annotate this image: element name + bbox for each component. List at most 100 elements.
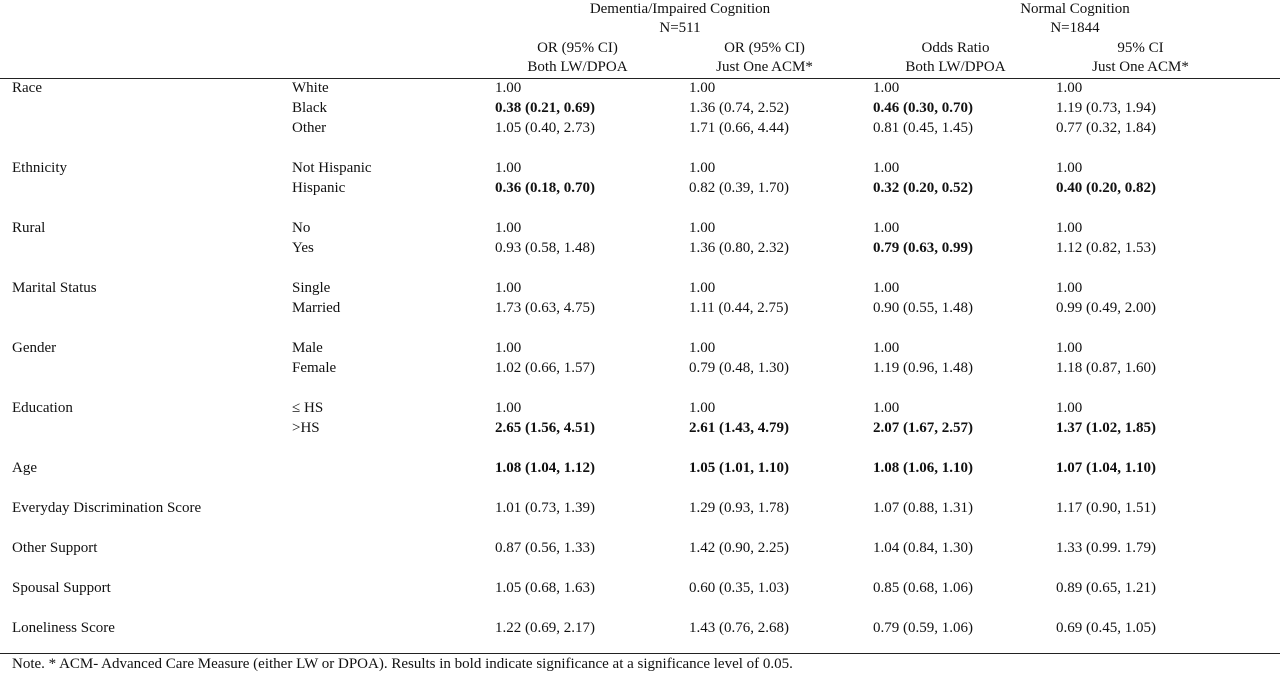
table-cell: 0.38 (0.21, 0.69) (495, 100, 595, 116)
variable-label: Marital Status (12, 280, 97, 296)
col-header-3-line1: Odds Ratio (921, 40, 990, 56)
table-cell: 1.00 (873, 400, 900, 416)
table-cell: 0.82 (0.39, 1.70) (689, 180, 789, 196)
table-cell: 0.46 (0.30, 0.70) (873, 100, 973, 116)
table-cell: 0.81 (0.45, 1.45) (873, 120, 973, 136)
table-cell: 1.07 (1.04, 1.10) (1056, 460, 1156, 476)
table-cell: 1.00 (1056, 220, 1083, 236)
level-label: Married (292, 300, 341, 316)
table-cell: 2.07 (1.67, 2.57) (873, 420, 973, 436)
table-cell: 1.00 (1056, 400, 1083, 416)
col-header-2-line1: OR (95% CI) (724, 40, 805, 56)
variable-label: Other Support (12, 540, 98, 556)
table-cell: 0.60 (0.35, 1.03) (689, 580, 789, 596)
col-header-1-line2: Both LW/DPOA (527, 59, 628, 75)
table-cell: 1.00 (1056, 280, 1083, 296)
table-cell: 2.61 (1.43, 4.79) (689, 420, 789, 436)
col-header-3-line2: Both LW/DPOA (905, 59, 1006, 75)
table-cell: 1.00 (689, 340, 716, 356)
table-cell: 1.00 (873, 280, 900, 296)
table-cell: 1.36 (0.80, 2.32) (689, 240, 789, 256)
table-cell: 1.07 (0.88, 1.31) (873, 500, 973, 516)
table-cell: 1.00 (1056, 160, 1083, 176)
table-cell: 1.08 (1.06, 1.10) (873, 460, 973, 476)
table-cell: 1.02 (0.66, 1.57) (495, 360, 595, 376)
table-cell: 2.65 (1.56, 4.51) (495, 420, 595, 436)
table-cell: 1.01 (0.73, 1.39) (495, 500, 595, 516)
table-cell: 1.00 (495, 220, 522, 236)
table-cell: 1.00 (873, 160, 900, 176)
table-cell: 0.79 (0.48, 1.30) (689, 360, 789, 376)
level-label: Single (292, 280, 331, 296)
col-header-4-line1: 95% CI (1117, 40, 1164, 56)
level-label: No (292, 220, 311, 236)
group-title-dementia: Dementia/Impaired Cognition (589, 1, 771, 17)
table-cell: 0.89 (0.65, 1.21) (1056, 580, 1156, 596)
table-cell: 1.12 (0.82, 1.53) (1056, 240, 1156, 256)
table-cell: 1.22 (0.69, 2.17) (495, 620, 595, 636)
level-label: >HS (292, 420, 320, 436)
level-label: Female (292, 360, 337, 376)
level-label: Other (292, 120, 327, 136)
level-label: ≤ HS (292, 400, 324, 416)
table-cell: 0.85 (0.68, 1.06) (873, 580, 973, 596)
table-cell: 0.79 (0.63, 0.99) (873, 240, 973, 256)
table-cell: 1.19 (0.96, 1.48) (873, 360, 973, 376)
variable-label: Rural (12, 220, 46, 236)
col-header-4-line2: Just One ACM* (1092, 59, 1189, 75)
table-cell: 1.00 (495, 340, 522, 356)
footer-rule (0, 653, 1280, 654)
table-cell: 1.42 (0.90, 2.25) (689, 540, 789, 556)
table-cell: 1.00 (1056, 80, 1083, 96)
table-note: Note. * ACM- Advanced Care Measure (eith… (12, 656, 793, 672)
table-cell: 1.08 (1.04, 1.12) (495, 460, 595, 476)
table-cell: 1.05 (1.01, 1.10) (689, 460, 789, 476)
table-cell: 1.00 (873, 220, 900, 236)
table-cell: 1.29 (0.93, 1.78) (689, 500, 789, 516)
table-cell: 1.00 (873, 80, 900, 96)
table-cell: 1.00 (689, 280, 716, 296)
col-header-1-line1: OR (95% CI) (537, 40, 618, 56)
group-n-dementia: N=511 (659, 20, 701, 36)
level-label: White (292, 80, 329, 96)
table-cell: 1.00 (689, 160, 716, 176)
table-cell: 0.93 (0.58, 1.48) (495, 240, 595, 256)
table-cell: 1.18 (0.87, 1.60) (1056, 360, 1156, 376)
table-cell: 1.36 (0.74, 2.52) (689, 100, 789, 116)
table-cell: 1.71 (0.66, 4.44) (689, 120, 789, 136)
table-cell: 1.00 (873, 340, 900, 356)
table-cell: 1.00 (495, 160, 522, 176)
table-cell: 0.40 (0.20, 0.82) (1056, 180, 1156, 196)
table-cell: 0.32 (0.20, 0.52) (873, 180, 973, 196)
level-label: Yes (292, 240, 314, 256)
variable-label: Education (12, 400, 73, 416)
level-label: Hispanic (292, 180, 346, 196)
table-cell: 1.00 (495, 280, 522, 296)
table-cell: 1.00 (495, 400, 522, 416)
table-cell: 1.05 (0.68, 1.63) (495, 580, 595, 596)
table-cell: 1.04 (0.84, 1.30) (873, 540, 973, 556)
table-cell: 1.00 (1056, 340, 1083, 356)
variable-label: Spousal Support (12, 580, 111, 596)
col-header-2-line2: Just One ACM* (716, 59, 813, 75)
group-n-normal: N=1844 (1050, 20, 1100, 36)
table-cell: 0.36 (0.18, 0.70) (495, 180, 595, 196)
table-cell: 1.19 (0.73, 1.94) (1056, 100, 1156, 116)
level-label: Black (292, 100, 327, 116)
table-cell: 0.79 (0.59, 1.06) (873, 620, 973, 636)
variable-label: Race (12, 80, 42, 96)
table-cell: 0.99 (0.49, 2.00) (1056, 300, 1156, 316)
table-cell: 1.33 (0.99. 1.79) (1056, 540, 1156, 556)
table-cell: 1.11 (0.44, 2.75) (689, 300, 789, 316)
table-cell: 0.90 (0.55, 1.48) (873, 300, 973, 316)
table-cell: 0.87 (0.56, 1.33) (495, 540, 595, 556)
variable-label: Age (12, 460, 37, 476)
table-cell: 1.00 (495, 80, 522, 96)
table-cell: 1.43 (0.76, 2.68) (689, 620, 789, 636)
variable-label: Everyday Discrimination Score (12, 500, 202, 516)
table-cell: 1.05 (0.40, 2.73) (495, 120, 595, 136)
header-rule (0, 78, 1280, 79)
variable-label: Loneliness Score (12, 620, 115, 636)
table-cell: 0.77 (0.32, 1.84) (1056, 120, 1156, 136)
table-cell: 1.37 (1.02, 1.85) (1056, 420, 1156, 436)
